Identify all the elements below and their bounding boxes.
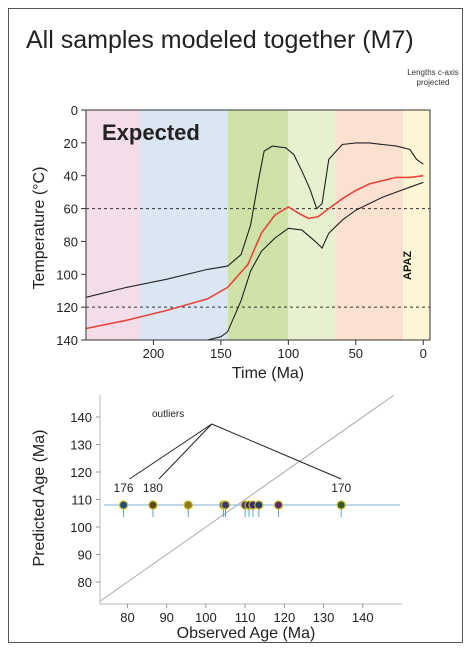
- x-tick-label: 120: [273, 610, 295, 625]
- time-band-0: [86, 110, 140, 340]
- x-tick-label: 130: [313, 610, 335, 625]
- x-tick-label: 110: [235, 610, 256, 625]
- upper-envelope-path: [85, 142, 424, 298]
- y-tick-label: 110: [71, 493, 92, 508]
- page-title: All samples modeled together (M7): [26, 26, 414, 54]
- y-tick-label: 100: [56, 267, 78, 282]
- one-to-one-line: [99, 394, 395, 602]
- y-tick-label: 40: [64, 169, 78, 184]
- point-label: 176: [114, 481, 134, 495]
- y-tick-label: 100: [70, 520, 92, 535]
- plot-border: [85, 109, 431, 341]
- outliers-annotation: outliers: [152, 409, 184, 420]
- data-point-2: [183, 500, 193, 510]
- data-point-10: [336, 500, 346, 510]
- x-tick-label: 90: [159, 610, 173, 625]
- y-tick-label: 140: [56, 333, 78, 348]
- y-tick-label: 20: [64, 136, 78, 151]
- expected-path: [85, 174, 424, 330]
- point-label: 180: [143, 481, 163, 495]
- time-band-4: [335, 110, 404, 340]
- y-tick-label: 90: [78, 548, 92, 563]
- y-axis-label: Predicted Age (Ma): [31, 430, 48, 567]
- outlier-leader-line: [211, 423, 342, 480]
- y-tick-label: 130: [70, 438, 92, 453]
- x-axis-label: Observed Age (Ma): [177, 625, 316, 642]
- y-tick-label: 120: [70, 465, 92, 480]
- x-tick-label: 200: [143, 346, 165, 361]
- y-tick-label: 80: [64, 234, 78, 249]
- data-point-4: [220, 500, 231, 510]
- lengths-note-line-2: projected: [416, 78, 450, 87]
- x-tick-label: 80: [120, 610, 134, 625]
- point-label: 170: [331, 481, 351, 495]
- time-band-2: [227, 110, 289, 340]
- x-tick-label: 0: [420, 346, 427, 361]
- x-tick-label: 50: [349, 346, 363, 361]
- outlier-leader-line: [158, 423, 213, 480]
- time-band-1: [139, 110, 228, 340]
- y-tick-label: 80: [78, 575, 92, 590]
- x-axis-label: Time (Ma): [232, 365, 304, 382]
- time-band-3: [288, 110, 336, 340]
- lengths-note-line-1: Lengths c-axis: [407, 68, 459, 77]
- lower-envelope-path: [207, 181, 424, 341]
- x-tick-label: 150: [210, 346, 232, 361]
- data-point-1: [148, 500, 158, 510]
- y-tick-label: 140: [70, 410, 92, 425]
- data-point-8: [254, 500, 264, 510]
- x-tick-label: 100: [195, 610, 217, 625]
- y-axis-label: Temperature (°C): [31, 167, 48, 290]
- data-point-9: [273, 500, 284, 510]
- x-tick-label: 100: [278, 346, 300, 361]
- y-tick-label: 60: [64, 202, 78, 217]
- y-tick-label: 120: [56, 300, 78, 315]
- x-tick-label: 140: [352, 610, 374, 625]
- lengths-note: Lengths c-axis projected: [398, 68, 468, 88]
- y-tick-label: 0: [71, 103, 78, 118]
- panel-label: Expected: [102, 120, 200, 145]
- data-point-0: [118, 500, 129, 510]
- outlier-leader-line: [129, 423, 213, 480]
- apaz-label: APAZ: [402, 251, 414, 280]
